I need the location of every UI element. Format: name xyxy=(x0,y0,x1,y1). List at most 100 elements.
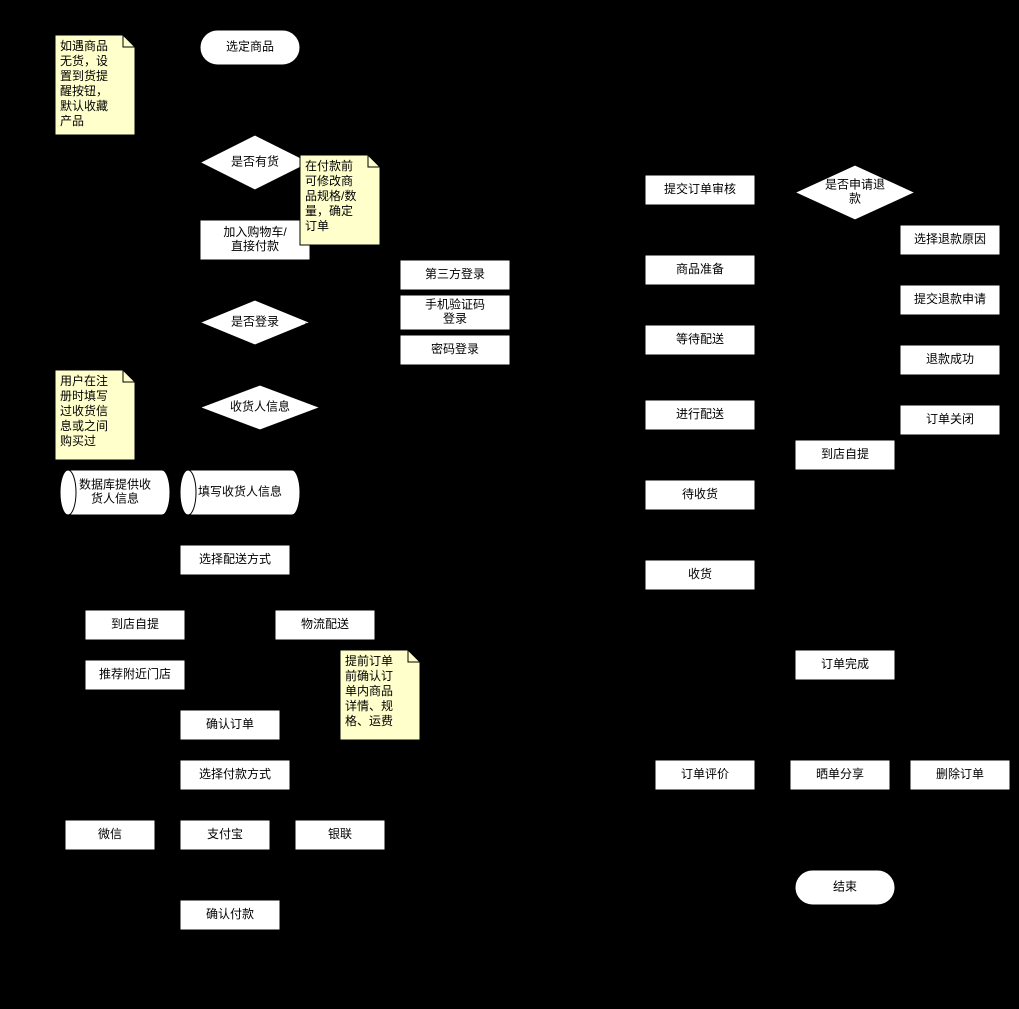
svg-text:在付款前: 在付款前 xyxy=(305,158,353,173)
svg-text:填写收货人信息: 填写收货人信息 xyxy=(198,484,282,499)
svg-text:数据库提供收: 数据库提供收 xyxy=(79,477,151,492)
svg-text:删除订单: 删除订单 xyxy=(936,766,984,781)
node-paymethod: 选择付款方式 xyxy=(180,760,290,790)
svg-text:提交退款申请: 提交退款申请 xyxy=(914,291,986,306)
svg-text:加入购物车/: 加入购物车/ xyxy=(223,224,287,239)
svg-text:置到货提: 置到货提 xyxy=(60,68,108,83)
node-confirmOrder: 确认订单 xyxy=(180,710,280,740)
svg-text:息或之间: 息或之间 xyxy=(60,418,108,433)
node-login3rd: 第三方登录 xyxy=(400,260,510,290)
node-storePick: 到店自提 xyxy=(795,440,895,470)
svg-text:物流配送: 物流配送 xyxy=(301,616,349,631)
svg-text:收货人信息: 收货人信息 xyxy=(230,399,290,414)
svg-text:进行配送: 进行配送 xyxy=(676,406,724,421)
svg-text:微信: 微信 xyxy=(98,827,122,841)
node-orderDone: 订单完成 xyxy=(795,650,895,680)
svg-text:选定商品: 选定商品 xyxy=(226,39,274,54)
svg-text:第三方登录: 第三方登录 xyxy=(425,266,485,281)
svg-text:详情、规: 详情、规 xyxy=(345,698,393,713)
svg-text:银联: 银联 xyxy=(328,827,352,841)
svg-text:到店自提: 到店自提 xyxy=(111,616,159,631)
svg-text:选择付款方式: 选择付款方式 xyxy=(199,766,271,781)
flowchart-canvas: 选定商品是否有货加入购物车/直接付款是否登录 第三方登录手机验证码登录密码登录收货… xyxy=(0,0,1019,1009)
svg-text:品规格/数: 品规格/数 xyxy=(305,188,356,203)
node-refundSubmit: 提交退款申请 xyxy=(900,285,1000,315)
node-end: 结束 xyxy=(795,870,895,905)
svg-text:订单完成: 订单完成 xyxy=(821,656,869,671)
node-confirmPay: 确认付款 xyxy=(180,900,280,930)
svg-text:确认付款: 确认付款 xyxy=(206,907,254,921)
svg-text:结束: 结束 xyxy=(833,880,857,894)
node-waitRecv: 待收货 xyxy=(645,480,755,510)
node-goods: 商品准备 xyxy=(645,255,755,285)
edge xyxy=(510,312,540,313)
node-loginPhone: 手机验证码登录 xyxy=(400,295,510,330)
svg-text:是否申请退: 是否申请退 xyxy=(825,178,885,192)
svg-text:晒单分享: 晒单分享 xyxy=(816,766,864,781)
svg-text:登录: 登录 xyxy=(443,311,467,326)
svg-text:用户在注: 用户在注 xyxy=(60,373,108,388)
svg-text:退款成功: 退款成功 xyxy=(926,352,974,366)
svg-text:选择配送方式: 选择配送方式 xyxy=(199,551,271,566)
node-wechat: 微信 xyxy=(65,820,155,850)
node-loginPwd: 密码登录 xyxy=(400,335,510,365)
node-review: 订单评价 xyxy=(655,760,755,790)
node-share: 晒单分享 xyxy=(790,760,890,790)
svg-text:选择退款原因: 选择退款原因 xyxy=(914,232,986,246)
edge-label: 无信息 xyxy=(268,431,304,446)
svg-text:直接付款: 直接付款 xyxy=(231,238,279,253)
node-orderClose: 订单关闭 xyxy=(900,405,1000,435)
node-logistics: 物流配送 xyxy=(275,610,375,640)
svg-text:是否登录: 是否登录 xyxy=(231,314,279,329)
svg-text:单内商品: 单内商品 xyxy=(345,683,393,698)
svg-text:收货: 收货 xyxy=(688,566,712,581)
svg-text:是否有货: 是否有货 xyxy=(231,154,279,169)
svg-text:支付宝: 支付宝 xyxy=(207,827,243,841)
svg-text:订单关闭: 订单关闭 xyxy=(926,412,974,426)
edge-label: 未登录 xyxy=(300,321,336,336)
svg-text:确认订单: 确认订单 xyxy=(206,717,254,731)
node-submit: 提交订单审核 xyxy=(645,175,755,205)
node-delivmethod: 选择配送方式 xyxy=(180,545,290,575)
node-pickup: 到店自提 xyxy=(85,610,185,640)
svg-text:过收货信: 过收货信 xyxy=(60,403,108,418)
svg-text:商品准备: 商品准备 xyxy=(676,261,724,276)
svg-text:货人信息: 货人信息 xyxy=(91,491,139,506)
svg-text:订单: 订单 xyxy=(305,219,329,233)
svg-text:购买过: 购买过 xyxy=(60,433,96,448)
node-refundOk: 退款成功 xyxy=(900,345,1000,375)
edge-label: N xyxy=(865,312,874,326)
svg-text:款: 款 xyxy=(849,192,861,206)
node-dbinfo: 数据库提供收货人信息 xyxy=(60,470,170,515)
svg-text:可修改商: 可修改商 xyxy=(305,173,353,188)
node-fillinfo: 填写收货人信息 xyxy=(180,470,300,515)
node-addcart: 加入购物车/直接付款 xyxy=(200,220,310,260)
node-doDeliv: 进行配送 xyxy=(645,400,755,430)
svg-text:默认收藏: 默认收藏 xyxy=(60,98,108,113)
svg-text:提前订单: 提前订单 xyxy=(345,653,393,668)
node-recv: 收货 xyxy=(645,560,755,590)
svg-text:提交订单审核: 提交订单审核 xyxy=(664,181,736,196)
node-waitDeliv: 等待配送 xyxy=(645,325,755,355)
svg-text:前确认订: 前确认订 xyxy=(345,668,393,683)
svg-text:格、运费: 格、运费 xyxy=(345,713,393,728)
svg-text:如遇商品: 如遇商品 xyxy=(60,38,108,53)
edge-label: 有货 xyxy=(263,186,287,201)
svg-text:密码登录: 密码登录 xyxy=(431,341,479,356)
edge-label: Y xyxy=(910,175,918,189)
svg-text:推荐附近门店: 推荐附近门店 xyxy=(99,666,171,681)
svg-text:醒按钮，: 醒按钮， xyxy=(60,83,108,98)
svg-text:量，确定: 量，确定 xyxy=(305,203,353,218)
svg-text:无货，设: 无货，设 xyxy=(60,53,108,68)
node-alipay: 支付宝 xyxy=(180,820,270,850)
edge-label: 无货 xyxy=(150,144,174,159)
svg-text:等待配送: 等待配送 xyxy=(676,331,724,346)
svg-text:手机验证码: 手机验证码 xyxy=(425,297,485,312)
node-start: 选定商品 xyxy=(200,30,300,65)
node-delete: 删除订单 xyxy=(910,760,1010,790)
node-refundReason: 选择退款原因 xyxy=(900,225,1000,255)
node-nearby: 推荐附近门店 xyxy=(85,660,185,690)
node-union: 银联 xyxy=(295,820,385,850)
svg-text:订单评价: 订单评价 xyxy=(681,767,729,781)
svg-text:产品: 产品 xyxy=(60,114,84,128)
